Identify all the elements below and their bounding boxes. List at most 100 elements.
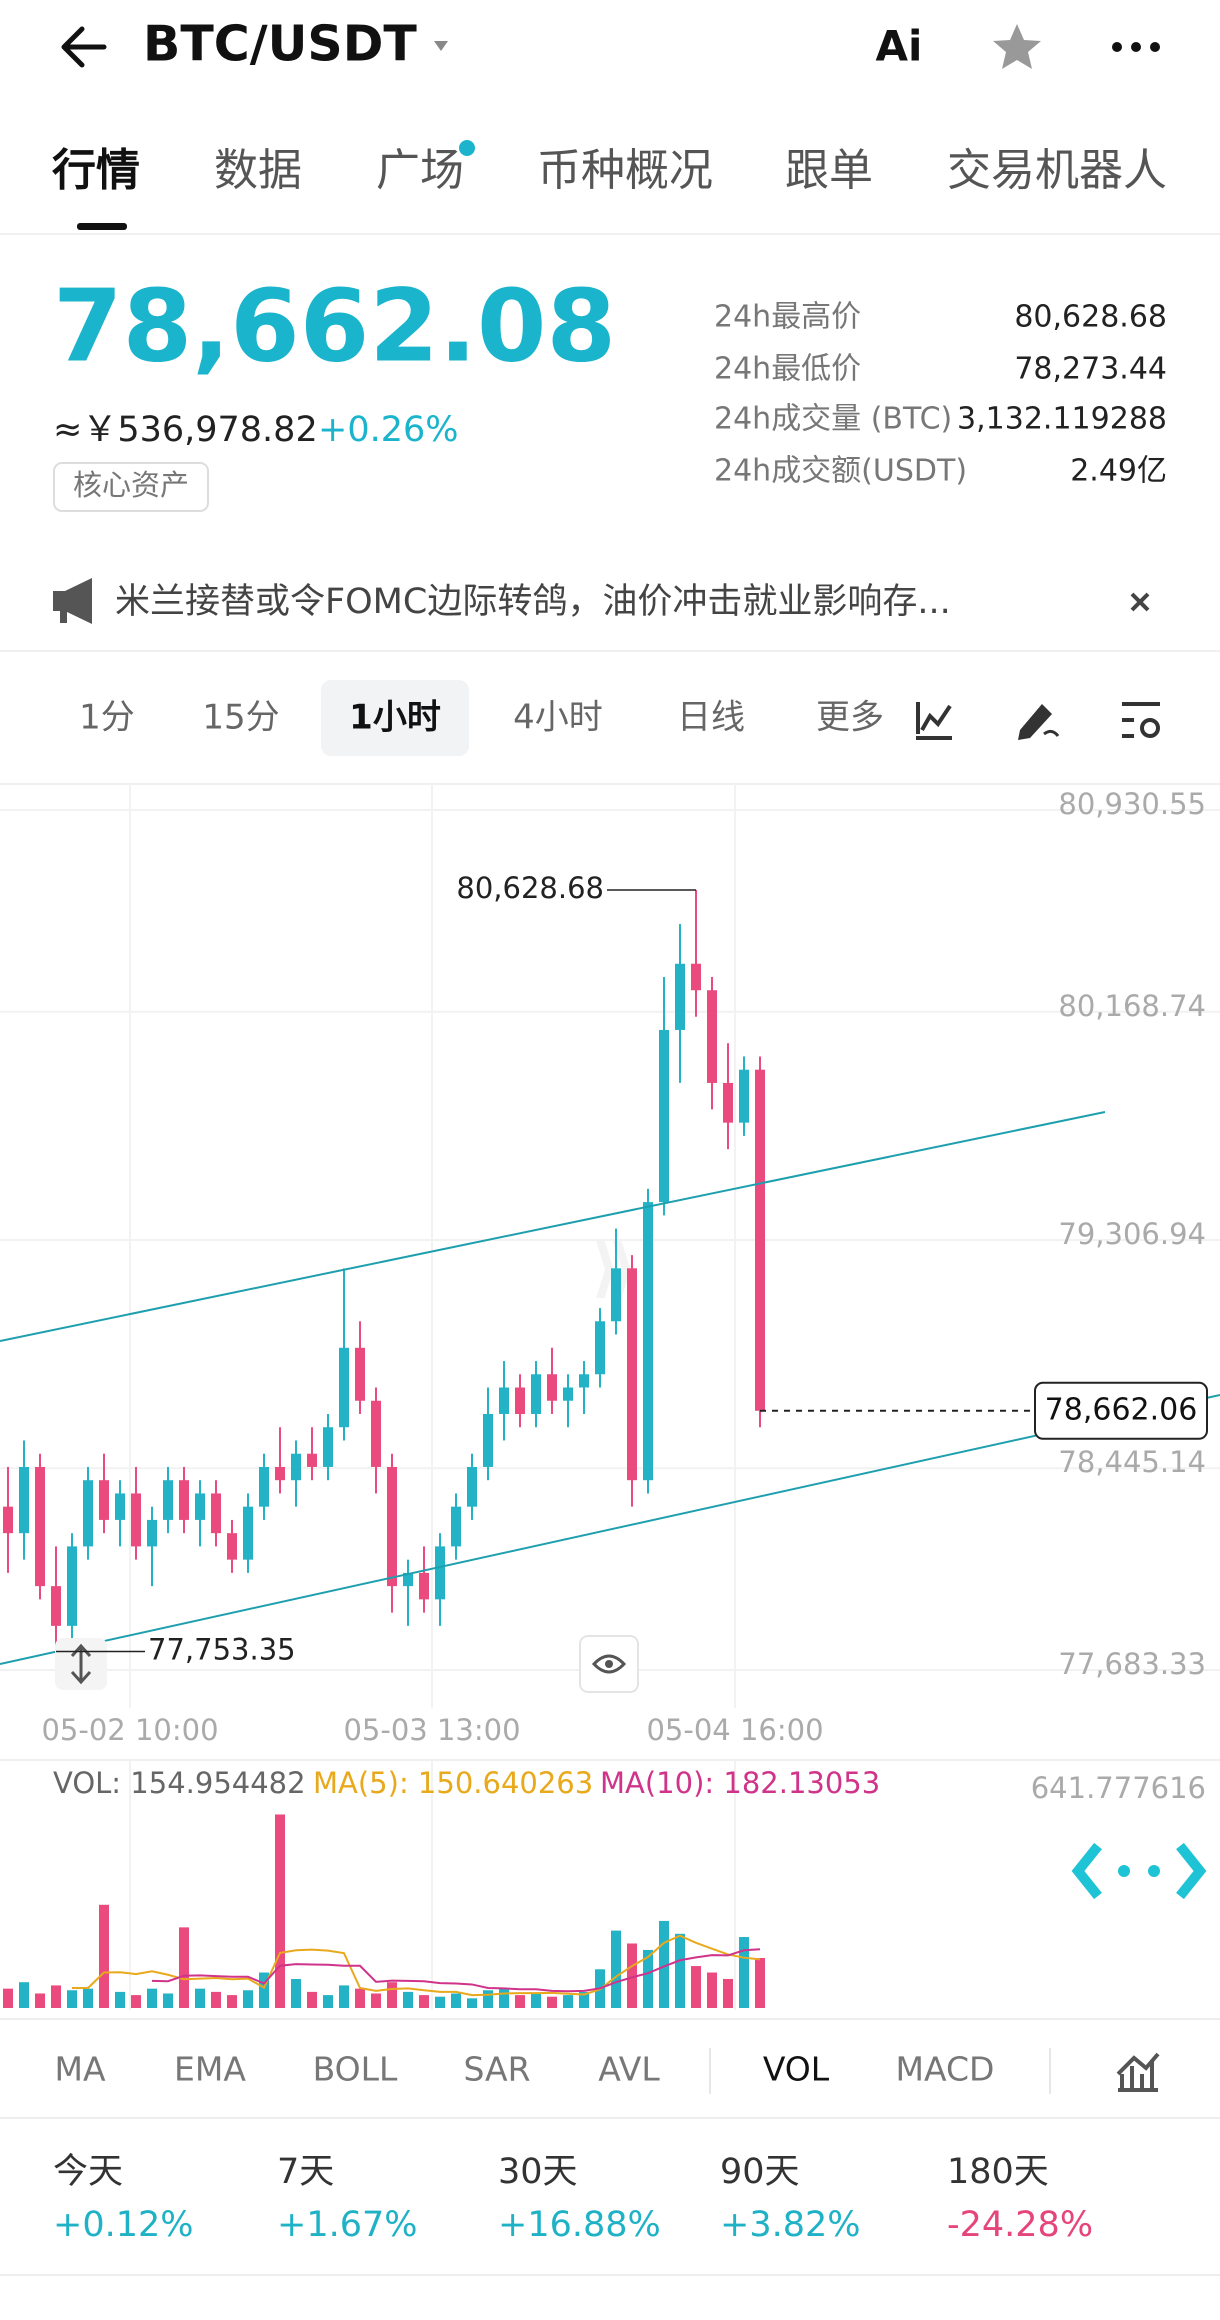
candle-body [611,1268,621,1322]
more-menu[interactable] [1112,42,1160,52]
period-change: +3.82% [720,2205,861,2245]
last-price-box [1034,1381,1208,1440]
notice-close[interactable] [1130,592,1150,612]
indicator-tab[interactable]: MA [54,2050,105,2089]
volume-bar [35,1993,45,2008]
volume-bar [163,1993,173,2008]
candle-body [499,1387,509,1414]
candle-body [739,1069,749,1123]
notice-text[interactable]: 米兰接替或令FOMC边际转鸽，油价冲击就业影响存... [115,582,951,622]
volume-bar [67,1990,77,2008]
tab[interactable]: 广场 [376,145,464,196]
grid-layer: 80,930.55 80,168.74 79,306.94 78,445.14 77,6… [0,784,1220,2010]
candle-body [35,1466,45,1587]
volume-bar [259,1972,269,2008]
period-label: 90天 [720,2152,800,2192]
y-tick-label: 80,168.74 [1058,989,1206,1023]
ma10-line [151,1948,761,1993]
candle-body [515,1387,525,1414]
tab[interactable]: 行情 [52,145,140,196]
interval[interactable]: 日线 [677,698,745,738]
tab[interactable]: 币种概况 [537,145,713,196]
candle-body [99,1480,109,1520]
volume-bar [627,1943,637,2008]
volume-bar [243,1990,253,2008]
x-tick-label: 05-03 13:00 [343,1713,520,1747]
stat-label: 24h成交额(USDT) [714,454,967,489]
candle-body [51,1586,61,1626]
stat-value: 78,273.44 [1014,352,1167,387]
volume-bar [659,1920,669,2008]
volume-bar [739,1937,749,2008]
candle-body [211,1493,221,1534]
volume-bar [323,1995,333,2008]
stat-value: 2.49亿 [1070,454,1167,489]
candle-body [19,1466,29,1534]
candle-body [755,1069,765,1411]
settings-icon[interactable] [1122,702,1160,738]
candle-body [147,1519,157,1547]
interval[interactable]: 15分 [202,698,279,738]
volume-bar [275,1814,285,2008]
tab[interactable]: 交易机器人 [947,145,1167,196]
interval[interactable]: 1小时 [349,698,441,738]
volume-bar [547,1996,557,2008]
ai-button[interactable]: Ai [876,22,923,71]
candle-body [195,1493,205,1520]
indicator-tab[interactable]: SAR [463,2050,530,2089]
indicator-tab[interactable]: MACD [896,2050,995,2089]
visibility-button[interactable] [579,1635,639,1693]
tab-badge [459,140,475,156]
candle-body [387,1466,397,1587]
cny-price: ≈￥536,978.82 [53,410,318,450]
period-label: 30天 [498,2152,578,2192]
candle-body [435,1546,445,1600]
pair-title[interactable]: BTC/USDT [143,16,417,73]
back-button[interactable] [61,26,107,68]
last-price-label: 78,662.06 [1045,1392,1198,1427]
draw-tool-icon[interactable] [1018,704,1060,740]
stat-label: 24h最高价 [714,300,861,335]
tab[interactable]: 数据 [214,145,302,196]
interval[interactable]: 4小时 [513,698,603,738]
volume-bar [83,1988,93,2008]
candle-body [419,1572,429,1600]
candle-body [83,1480,93,1547]
last-price: 78,662.08 [53,267,616,384]
candle-body [243,1506,253,1560]
interval[interactable]: 更多 [816,698,884,738]
indicator-tab[interactable]: AVL [598,2050,660,2089]
favorite-star[interactable] [993,24,1041,69]
volume-max-label: 641.777616 [1031,1771,1206,1805]
volume-bar [307,1991,317,2008]
pair-dropdown[interactable] [434,41,448,51]
volume-bar [371,1993,381,2008]
volume-legend: VOL: 154.954482 [53,1766,306,1800]
candle-body [451,1506,461,1547]
tab[interactable]: 跟单 [785,145,873,196]
candle-body [643,1202,653,1481]
indicator-tab[interactable]: EMA [174,2050,246,2089]
y-tick-label: 80,930.55 [1058,787,1206,821]
candle-body [163,1480,173,1520]
stat-label: 24h最低价 [714,352,861,387]
volume-bar [579,1991,589,2008]
candle-body [339,1347,349,1428]
volume-bar [435,1996,445,2008]
candle-body [227,1533,237,1560]
interval[interactable]: 1分 [79,698,135,738]
indicator-tab[interactable]: BOLL [313,2050,398,2089]
ma5-line [72,1934,761,1997]
volume-legend: MA(5): 150.640263 [313,1766,593,1800]
candle-body [115,1493,125,1520]
zoom-button[interactable] [55,1638,107,1690]
chart-type-icon[interactable] [916,702,952,740]
notice-icon [53,578,92,624]
y-tick-label: 77,683.33 [1058,1647,1206,1681]
indicator-tab[interactable]: VOL [763,2050,830,2089]
indicator-settings-icon[interactable] [1116,2052,1160,2092]
tag-box [53,462,209,512]
candle-body [403,1572,413,1587]
